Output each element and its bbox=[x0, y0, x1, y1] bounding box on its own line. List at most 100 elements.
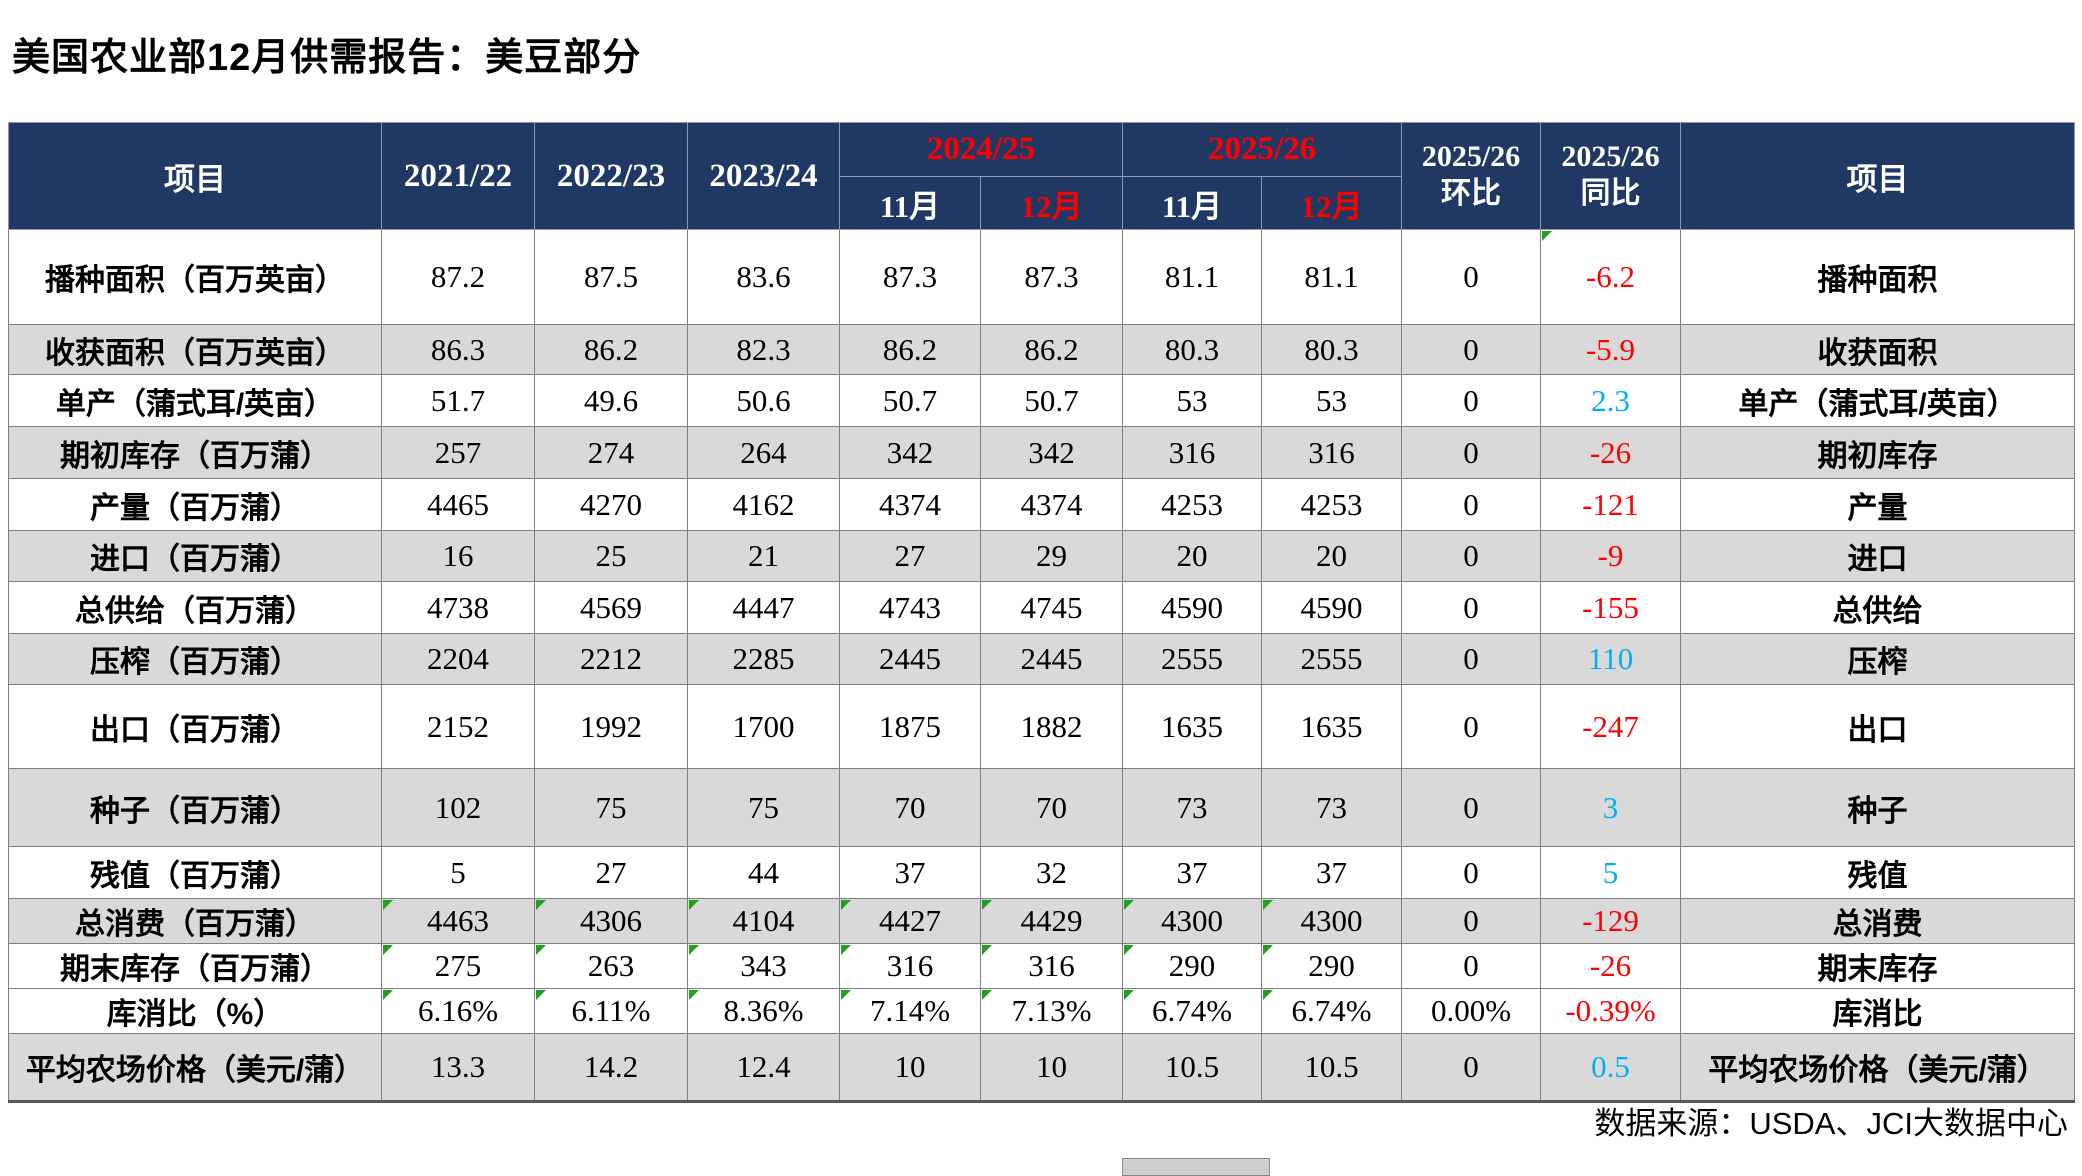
row-label-right: 残值 bbox=[1680, 846, 2076, 899]
cell-2025-26-dec: 316 bbox=[1261, 426, 1403, 479]
cell-mom: 0 bbox=[1401, 768, 1542, 847]
table-row: 总供给（百万蒲） 4738 4569 4447 4743 4745 4590 4590 0 -15… bbox=[8, 581, 2076, 634]
cell-2024-25-nov: 1875 bbox=[839, 684, 981, 769]
cell-yoy: 110 bbox=[1540, 633, 1682, 685]
header-2024-25-dec: 12月 bbox=[979, 176, 1124, 230]
cell-2022-23: 27 bbox=[534, 846, 688, 899]
row-label-left: 播种面积（百万英亩） bbox=[8, 229, 382, 325]
table-body: 播种面积（百万英亩） 87.2 87.5 83.6 87.3 87.3 81.1 81.1 0-… bbox=[8, 229, 2076, 1102]
cell-2024-25-dec: 4374 bbox=[979, 478, 1124, 531]
table-row: 进口（百万蒲） 16 25 21 27 29 20 20 0 -9 进口 bbox=[8, 530, 2076, 582]
cell-2024-25-dec: 32 bbox=[979, 846, 1124, 899]
cell-2024-25-dec: 316 bbox=[979, 943, 1124, 989]
cell-2021-22: 13.3 bbox=[381, 1033, 535, 1102]
cell-2025-26-nov: 316 bbox=[1122, 426, 1263, 479]
cell-2022-23: 2212 bbox=[534, 633, 688, 685]
cell-2023-24: 2285 bbox=[687, 633, 840, 685]
cell-2023-24: 82.3 bbox=[687, 324, 840, 375]
cell-2023-24: 4104 bbox=[687, 898, 840, 944]
cell-2025-26-dec: 2555 bbox=[1261, 633, 1403, 685]
cell-2024-25-nov: 342 bbox=[839, 426, 981, 479]
cell-2025-26-nov: 4253 bbox=[1122, 478, 1263, 531]
table-row: 期初库存（百万蒲） 257 274 264 342 342 316 316 0 -26 期初库存 bbox=[8, 426, 2076, 479]
cell-2024-25-nov: 70 bbox=[839, 768, 981, 847]
cell-mom: 0 bbox=[1401, 229, 1542, 325]
cell-2023-24: 75 bbox=[687, 768, 840, 847]
row-label-right: 播种面积 bbox=[1680, 229, 2076, 325]
cell-2021-22: 4463 bbox=[381, 898, 535, 944]
cell-2025-26-nov: 4590 bbox=[1122, 581, 1263, 634]
table-row: 平均农场价格（美元/蒲） 13.3 14.2 12.4 10 10 10.5 10.5 0 0.5… bbox=[8, 1033, 2076, 1102]
cell-2025-26-nov: 1635 bbox=[1122, 684, 1263, 769]
cell-2023-24: 343 bbox=[687, 943, 840, 989]
cell-2024-25-nov: 4427 bbox=[839, 898, 981, 944]
cell-2024-25-nov: 27 bbox=[839, 530, 981, 582]
cell-2021-22: 86.3 bbox=[381, 324, 535, 375]
row-label-left: 出口（百万蒲） bbox=[8, 684, 382, 769]
table-row: 收获面积（百万英亩） 86.3 86.2 82.3 86.2 86.2 80.3 80.3 0-… bbox=[8, 324, 2076, 375]
header-yoy-year: 2025/26 bbox=[1561, 140, 1660, 174]
cell-2022-23: 274 bbox=[534, 426, 688, 479]
table-row: 出口（百万蒲） 2152 1992 1700 1875 1882 1635 1635 0 -247… bbox=[8, 684, 2076, 769]
header-row-years: 项目 2021/22 2022/23 2023/24 2024/25 2025/… bbox=[8, 122, 2076, 230]
cell-2021-22: 6.16% bbox=[381, 988, 535, 1034]
green-corner-mark-icon bbox=[689, 945, 699, 955]
cell-2022-23: 4270 bbox=[534, 478, 688, 531]
cell-2022-23: 6.11% bbox=[534, 988, 688, 1034]
cell-yoy: -155 bbox=[1540, 581, 1682, 634]
green-corner-mark-icon bbox=[689, 900, 699, 910]
cell-yoy: 5 bbox=[1540, 846, 1682, 899]
cell-2025-26-nov: 4300 bbox=[1122, 898, 1263, 944]
cell-mom: 0 bbox=[1401, 478, 1542, 531]
green-corner-mark-icon bbox=[1263, 990, 1274, 1000]
green-corner-mark-icon bbox=[689, 990, 699, 1000]
row-label-left: 期初库存（百万蒲） bbox=[8, 426, 382, 479]
cell-2024-25-dec: 87.3 bbox=[979, 229, 1124, 325]
cell-2025-26-dec: 4300 bbox=[1261, 898, 1403, 944]
header-row-months: 11月 12月 11月 12月 bbox=[9, 176, 2075, 230]
header-yoy: 2025/26 同比 bbox=[1540, 122, 1682, 230]
table-row: 残值（百万蒲） 5 27 44 37 32 37 37 0 5 残值 bbox=[8, 846, 2076, 899]
source-note: 数据来源：USDA、JCI大数据中心 bbox=[1594, 1106, 2068, 1141]
green-corner-mark-icon bbox=[1263, 945, 1274, 955]
cell-mom: 0 bbox=[1401, 898, 1542, 944]
header-2021-22: 2021/22 bbox=[381, 122, 535, 230]
row-label-left: 总供给（百万蒲） bbox=[8, 581, 382, 634]
cell-2024-25-nov: 4374 bbox=[839, 478, 981, 531]
header-2024-25: 2024/25 bbox=[838, 122, 1124, 177]
cell-2025-26-nov: 73 bbox=[1122, 768, 1263, 847]
green-corner-mark-icon bbox=[982, 900, 992, 910]
cell-2025-26-dec: 4253 bbox=[1261, 478, 1403, 531]
cell-yoy: -5.9 bbox=[1540, 324, 1682, 375]
header-2022-23: 2022/23 bbox=[534, 122, 688, 230]
cell-2023-24: 12.4 bbox=[687, 1033, 840, 1102]
green-corner-mark-icon bbox=[841, 945, 851, 955]
cell-2024-25-dec: 86.2 bbox=[979, 324, 1124, 375]
green-corner-mark-icon bbox=[383, 900, 393, 910]
cell-yoy: -121 bbox=[1540, 478, 1682, 531]
cell-2025-26-nov: 37 bbox=[1122, 846, 1263, 899]
cell-2021-22: 87.2 bbox=[381, 229, 535, 325]
cell-2021-22: 2204 bbox=[381, 633, 535, 685]
cell-2025-26-nov: 81.1 bbox=[1122, 229, 1263, 325]
cell-2024-25-dec: 50.7 bbox=[979, 374, 1124, 427]
green-corner-mark-icon bbox=[1124, 900, 1135, 910]
row-label-right: 期末库存 bbox=[1680, 943, 2076, 989]
horizontal-scrollbar-thumb[interactable] bbox=[1122, 1158, 1270, 1176]
cell-yoy: -129 bbox=[1540, 898, 1682, 944]
row-label-left: 平均农场价格（美元/蒲） bbox=[8, 1033, 382, 1102]
cell-2024-25-nov: 7.14% bbox=[839, 988, 981, 1034]
cell-2021-22: 102 bbox=[381, 768, 535, 847]
cell-2024-25-dec: 342 bbox=[979, 426, 1124, 479]
cell-mom: 0 bbox=[1401, 633, 1542, 685]
table-row: 产量（百万蒲） 4465 4270 4162 4374 4374 4253 4253 0 -121… bbox=[8, 478, 2076, 531]
row-label-left: 期末库存（百万蒲） bbox=[8, 943, 382, 989]
cell-yoy: -247 bbox=[1540, 684, 1682, 769]
table-row: 单产（蒲式耳/英亩） 51.7 49.6 50.6 50.7 50.7 53 53 0 2.3 单产… bbox=[8, 374, 2076, 427]
green-corner-mark-icon bbox=[982, 945, 992, 955]
cell-2025-26-dec: 4590 bbox=[1261, 581, 1403, 634]
header-2024-25-nov: 11月 bbox=[839, 176, 981, 230]
cell-2021-22: 257 bbox=[381, 426, 535, 479]
cell-2024-25-nov: 4743 bbox=[839, 581, 981, 634]
cell-2021-22: 275 bbox=[381, 943, 535, 989]
